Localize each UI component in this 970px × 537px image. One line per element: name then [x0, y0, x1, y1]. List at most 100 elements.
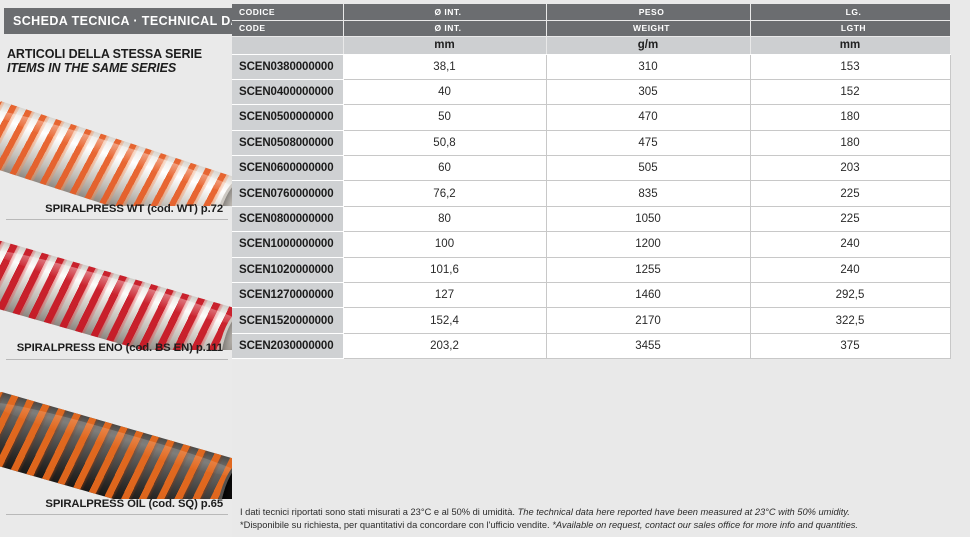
cell-weight: 2170 [546, 307, 751, 334]
table-row: SCEN1520000000 152,4 2170 322,5 [232, 307, 951, 334]
cell-weight: 470 [546, 104, 751, 131]
unit-code [232, 36, 344, 55]
cell-length: 225 [750, 180, 951, 207]
table-row: SCEN0380000000 38,1 310 153 [232, 54, 951, 80]
cell-weight: 835 [546, 180, 751, 207]
cell-diam: 152,4 [343, 307, 547, 334]
table-header-row-it: CODICE Ø INT. PESO LG. [232, 4, 951, 21]
product-item-2[interactable] [0, 222, 232, 350]
cell-length: 152 [750, 79, 951, 106]
cell-diam: 101,6 [343, 257, 547, 284]
table-row: SCEN0400000000 40 305 152 [232, 79, 951, 106]
product-image-spiralpress-oil [0, 371, 232, 499]
page-title: SCHEDA TECNICA · TECHNICAL DATA [13, 14, 256, 28]
cell-diam: 203,2 [343, 333, 547, 360]
unit-weight: g/m [546, 36, 751, 55]
footnote-2-en: *Available on request, contact our sales… [552, 519, 858, 530]
col-header-diam-en: Ø INT. [343, 20, 547, 37]
cell-code: SCEN2030000000 [232, 333, 344, 360]
col-header-length-en: LGTH [750, 20, 951, 37]
cell-weight: 475 [546, 130, 751, 157]
product-caption-3[interactable]: SPIRALPRESS OIL (cod. SQ) p.65 [45, 498, 223, 510]
series-heading: ARTICOLI DELLA STESSA SERIE ITEMS IN THE… [7, 47, 229, 76]
cell-code: SCEN0600000000 [232, 155, 344, 182]
left-panel: SCHEDA TECNICA · TECHNICAL DATA ARTICOLI… [0, 0, 255, 537]
caption-divider-3 [6, 514, 228, 515]
table-area: CODICE Ø INT. PESO LG. CODE Ø INT. WEIGH… [232, 0, 970, 537]
specifications-table: CODICE Ø INT. PESO LG. CODE Ø INT. WEIGH… [232, 4, 951, 360]
series-title-en: ITEMS IN THE SAME SERIES [7, 61, 177, 75]
col-header-weight-it: PESO [546, 4, 751, 21]
product-image-spiralpress-eno [0, 222, 232, 350]
cell-length: 240 [750, 257, 951, 284]
cell-code: SCEN1020000000 [232, 257, 344, 284]
cell-weight: 1200 [546, 231, 751, 258]
cell-diam: 40 [343, 79, 547, 106]
cell-length: 322,5 [750, 307, 951, 334]
table-row: SCEN1270000000 127 1460 292,5 [232, 282, 951, 309]
col-header-length-it: LG. [750, 4, 951, 21]
cell-weight: 1255 [546, 257, 751, 284]
footnote-2-it: *Disponibile su richiesta, per quantitat… [240, 519, 553, 530]
cell-code: SCEN0760000000 [232, 180, 344, 207]
table-row: SCEN0800000000 80 1050 225 [232, 206, 951, 233]
table-units-row: mm g/m mm [232, 36, 951, 55]
footnote-line-1: I dati tecnici riportati sono stati misu… [240, 506, 940, 519]
series-title-it: ARTICOLI DELLA STESSA SERIE [7, 47, 202, 61]
cell-code: SCEN0800000000 [232, 206, 344, 233]
caption-divider-2 [6, 359, 228, 360]
col-header-weight-en: WEIGHT [546, 20, 751, 37]
table-row: SCEN1020000000 101,6 1255 240 [232, 257, 951, 284]
cell-diam: 100 [343, 231, 547, 258]
table-header-row-en: CODE Ø INT. WEIGHT LGTH [232, 20, 951, 37]
cell-diam: 60 [343, 155, 547, 182]
footnote-line-2: *Disponibile su richiesta, per quantitat… [240, 519, 940, 532]
cell-length: 180 [750, 104, 951, 131]
table-row: SCEN0760000000 76,2 835 225 [232, 180, 951, 207]
cell-code: SCEN0500000000 [232, 104, 344, 131]
cell-code: SCEN0400000000 [232, 79, 344, 106]
unit-length: mm [750, 36, 951, 55]
cell-code: SCEN1000000000 [232, 231, 344, 258]
table-row: SCEN0508000000 50,8 475 180 [232, 130, 951, 157]
cell-diam: 50 [343, 104, 547, 131]
caption-divider-1 [6, 219, 228, 220]
table-row: SCEN0600000000 60 505 203 [232, 155, 951, 182]
col-header-diam-it: Ø INT. [343, 4, 547, 21]
cell-code: SCEN0380000000 [232, 54, 344, 80]
footnotes: I dati tecnici riportati sono stati misu… [240, 506, 940, 531]
product-image-spiralpress-wt [0, 78, 232, 206]
cell-length: 153 [750, 54, 951, 80]
cell-weight: 310 [546, 54, 751, 80]
cell-length: 375 [750, 333, 951, 360]
cell-length: 292,5 [750, 282, 951, 309]
unit-diam: mm [343, 36, 547, 55]
product-item-1[interactable] [0, 78, 232, 206]
col-header-code-en: CODE [232, 20, 344, 37]
cell-diam: 80 [343, 206, 547, 233]
cell-weight: 505 [546, 155, 751, 182]
product-caption-2[interactable]: SPIRALPRESS ENO (cod. BS EN) p.111 [16, 342, 223, 354]
cell-length: 180 [750, 130, 951, 157]
col-header-code-it: CODICE [232, 4, 344, 21]
cell-length: 203 [750, 155, 951, 182]
table-body: SCEN0380000000 38,1 310 153 SCEN0400000000 40… [232, 54, 951, 360]
product-caption-1[interactable]: SPIRALPRESS WT (cod. WT) p.72 [45, 203, 223, 215]
cell-length: 240 [750, 231, 951, 258]
footnote-1-en: The technical data here reported have be… [517, 507, 850, 517]
cell-code: SCEN1520000000 [232, 307, 344, 334]
product-item-3[interactable] [0, 371, 232, 499]
table-row: SCEN0500000000 50 470 180 [232, 104, 951, 131]
table-row: SCEN1000000000 100 1200 240 [232, 231, 951, 258]
page-title-bar: SCHEDA TECNICA · TECHNICAL DATA [4, 8, 255, 34]
cell-code: SCEN0508000000 [232, 130, 344, 157]
cell-diam: 38,1 [343, 54, 547, 80]
cell-code: SCEN1270000000 [232, 282, 344, 309]
cell-weight: 305 [546, 79, 751, 106]
cell-diam: 127 [343, 282, 547, 309]
cell-weight: 3455 [546, 333, 751, 360]
cell-diam: 50,8 [343, 130, 547, 157]
cell-weight: 1460 [546, 282, 751, 309]
cell-length: 225 [750, 206, 951, 233]
